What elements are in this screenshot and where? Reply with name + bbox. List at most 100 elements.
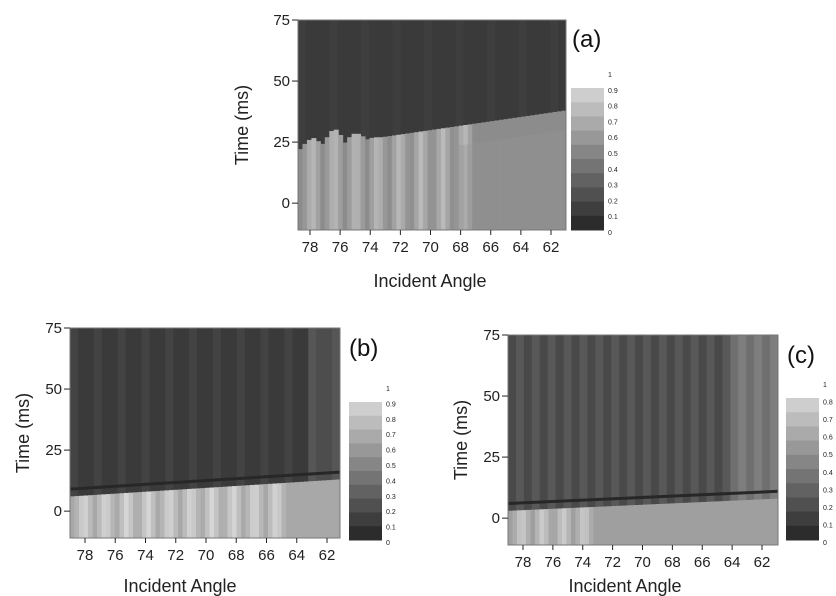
heatmap-cell [481,122,487,230]
heatmap-cell [79,495,84,538]
heatmap-cell [507,118,513,230]
heatmap-cell [396,134,402,230]
heatmap-cell [544,509,549,545]
heatmap-column [85,328,95,538]
heatmap-cell [290,482,296,538]
colorbar-tick-label: 0 [386,540,390,547]
heatmap-cell [503,138,509,230]
colorbar-tick-label: 0.1 [823,522,833,529]
colorbar-tick-label: 0.9 [386,401,396,408]
heatmap-column [353,20,362,230]
heatmap-cell [324,137,330,230]
heatmap-cell [548,132,554,230]
y-tick-label: 50 [483,388,500,405]
heatmap-cell [333,129,339,230]
heatmap-cell [70,496,75,538]
heatmap-cell [356,133,362,230]
heatmap-cell [580,507,585,545]
heatmap-cell [733,500,738,545]
heatmap-cell [137,492,143,538]
heatmap-column [416,20,425,230]
y-tick-label: 25 [483,449,500,466]
x-tick-label: 72 [604,554,621,571]
colorbar-tick-label: 1 [823,382,827,389]
y-tick-label: 50 [45,381,62,398]
heatmap-cell [593,506,599,545]
colorbar-tick-label: 0.1 [386,525,396,532]
heatmap-cell [128,492,134,538]
heatmap-cell [322,480,327,538]
heatmap-column [523,335,533,545]
heatmap-column [345,20,354,230]
heatmap-cell [331,479,336,538]
heatmap-column [627,335,636,545]
heatmap-cell [539,509,545,545]
heatmap-cell [304,481,309,538]
heatmap-cell [521,116,527,230]
heatmap-cell [499,119,504,230]
colorbar-segment [571,88,604,103]
heatmap-column [571,335,580,545]
heatmap-cell [508,510,513,545]
heatmap-cell [584,507,590,545]
heatmap-cell [643,504,648,545]
colorbar-segment [786,398,819,413]
heatmap-column [424,20,433,230]
heatmap-cell [525,115,531,230]
heatmap-column [762,335,771,545]
heatmap-column [690,335,700,545]
heatmap-cell [557,508,563,545]
colorbar-segment [571,130,604,146]
y-axis-title: Time (ms) [451,400,471,480]
y-tick-label: 75 [483,327,500,344]
heatmap-cell [494,139,500,230]
heatmap-cell [706,501,711,545]
heatmap-cell [589,507,594,545]
heatmap-column [666,335,676,545]
heatmap-column [432,20,441,230]
heatmap-cell [561,130,567,230]
x-tick-label: 76 [545,554,562,571]
heatmap-cell [629,505,635,545]
colorbar-tick-label: 0.6 [608,135,618,142]
colorbar-tick-label: 0 [823,540,827,547]
heatmap-cell [223,486,228,538]
colorbar-segment [349,402,382,417]
heatmap-column [93,328,103,538]
heatmap-column [324,328,333,538]
heatmap-cell [507,138,513,230]
heatmap-cell [315,141,321,230]
heatmap-column [228,328,238,538]
heatmap-column [165,328,174,538]
y-axis-title: Time (ms) [13,393,33,473]
heatmap-column [308,328,317,538]
heatmap-cell [329,131,335,230]
x-tick-label: 70 [198,547,215,564]
colorbar-segment [571,215,604,231]
colorbar-tick-label: 0.3 [823,487,833,494]
heatmap-cell [400,134,406,230]
heatmap-cell [119,493,125,538]
colorbar-segment [349,471,382,486]
heatmap-cell [214,487,219,538]
heatmap-cell [746,499,752,545]
heatmap-cell [164,490,170,538]
heatmap-column [316,328,325,538]
band-edge [69,470,341,491]
colorbar-tick-label: 0.3 [608,183,618,190]
heatmap-cell [616,505,621,545]
heatmap-column [157,328,166,538]
heatmap-column [337,20,346,230]
heatmap-cell [661,503,666,545]
heatmap-cell [209,487,215,538]
heatmap-cell [281,482,287,538]
heatmap-cell [236,485,242,538]
colorbar-tick-label: 0.6 [386,448,396,455]
heatmap-cell [92,494,98,538]
colorbar-segment [349,484,382,500]
y-tick-label: 75 [273,12,290,29]
heatmap-cell [409,132,415,230]
panel-label: (b) [349,335,378,362]
heatmap-column [300,328,309,538]
heatmap-cell [476,123,482,230]
